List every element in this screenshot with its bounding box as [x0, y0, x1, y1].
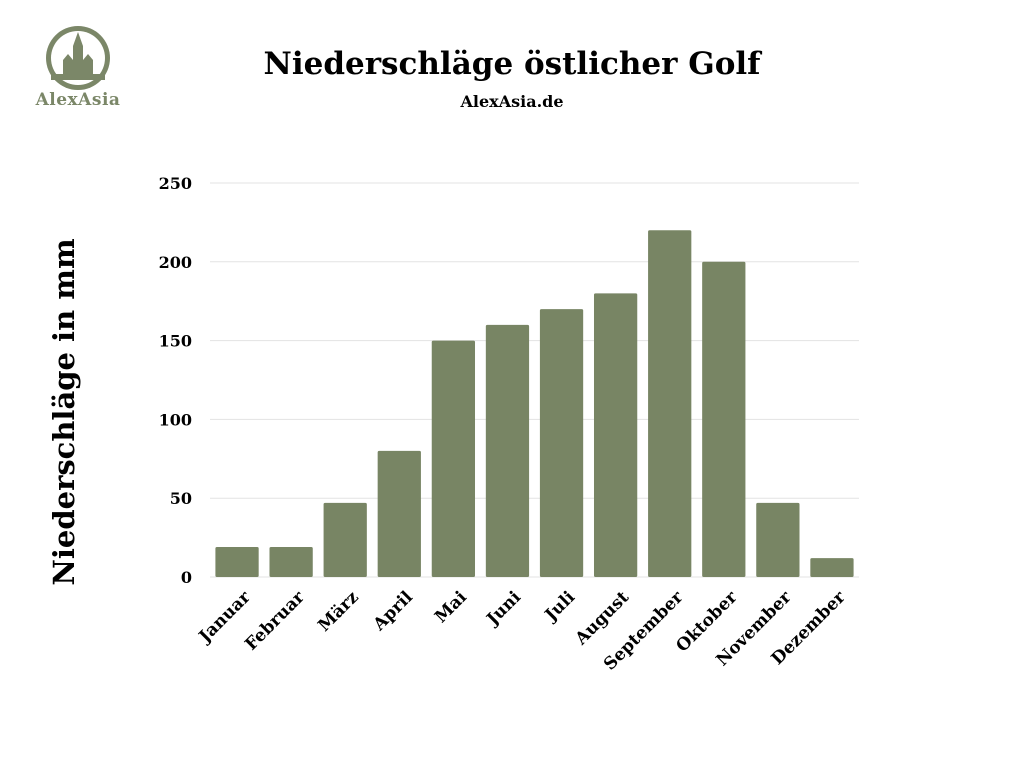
- bar: [485, 324, 530, 577]
- bars: [215, 230, 854, 577]
- y-tick-label: 100: [159, 410, 192, 429]
- x-tick-label: April: [369, 587, 417, 635]
- y-tick-labels: 0 50 100 150 200 250: [159, 174, 192, 587]
- y-tick-label: 150: [159, 332, 192, 351]
- y-tick-label: 200: [159, 253, 192, 272]
- y-tick-label: 0: [181, 568, 192, 587]
- x-tick-label: Juli: [540, 587, 579, 626]
- chart-subtitle: AlexAsia.de: [460, 92, 564, 111]
- y-tick-label: 250: [159, 174, 192, 193]
- bar: [756, 502, 800, 577]
- bar: [323, 502, 367, 577]
- bar: [215, 547, 259, 577]
- bar: [702, 261, 746, 577]
- bar: [810, 558, 854, 577]
- x-tick-label: Februar: [241, 587, 309, 655]
- bar: [431, 340, 476, 577]
- x-tick-label: März: [314, 587, 363, 636]
- logo: AlexAsia: [26, 24, 130, 116]
- bar: [593, 293, 638, 577]
- logo-text: AlexAsia: [35, 90, 121, 110]
- bar: [648, 230, 692, 577]
- bar: [269, 547, 313, 577]
- x-tick-label: Juni: [482, 587, 526, 631]
- temple-icon: [46, 26, 110, 90]
- chart-title: Niederschläge östlicher Golf: [263, 46, 761, 82]
- bar: [539, 309, 584, 577]
- y-tick-label: 50: [170, 489, 192, 508]
- grid-lines: [210, 182, 859, 578]
- x-tick-label: Mai: [431, 587, 471, 627]
- bar: [377, 450, 421, 577]
